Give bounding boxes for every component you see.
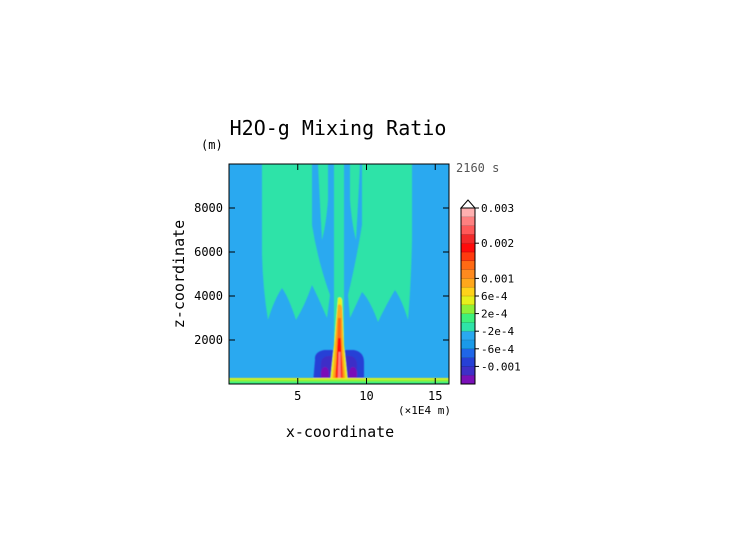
colorbar-tick-label: 0.001 — [481, 272, 514, 285]
x-tick-label: 15 — [428, 389, 442, 403]
y-tick-label: 2000 — [194, 333, 223, 347]
colorbar-level — [461, 208, 475, 217]
plot-area: 5 10 15 2000 4000 6000 8000 — [194, 163, 450, 403]
colorbar-level — [461, 322, 475, 332]
colorbar: 0.003 0.002 0.001 6e-4 2e-4 -2e-4 -6e-4 -0.001 — [459, 199, 521, 385]
colorbar-level — [461, 331, 475, 341]
colorbar-level — [461, 340, 475, 349]
colorbar-tick-label: 0.002 — [481, 237, 514, 250]
contour-band-2e-4-right — [348, 164, 412, 322]
colorbar-level — [461, 225, 475, 235]
y-axis: 2000 4000 6000 8000 — [194, 201, 449, 347]
x-tick-label: 5 — [294, 389, 301, 403]
y-tick-label: 4000 — [194, 289, 223, 303]
y-tick-label: 8000 — [194, 201, 223, 215]
contour-band-2e-4-left — [262, 164, 330, 320]
colorbar-tick-label: -6e-4 — [481, 343, 514, 356]
contour-band-2e-4-center-right — [350, 164, 360, 240]
contour-band-surface-0 — [229, 381, 449, 384]
colorbar-level — [461, 243, 475, 253]
colorbar-overflow-triangle — [459, 199, 477, 209]
colorbar-level — [461, 366, 475, 376]
colorbar-level — [461, 296, 475, 305]
colorbar-level — [461, 269, 475, 279]
contour-band-2e-4-center-left — [318, 164, 328, 240]
colorbar-level — [461, 357, 475, 367]
colorbar-level — [461, 304, 475, 314]
colorbar-level — [461, 252, 475, 261]
colorbar-tick-label: 0.003 — [481, 202, 514, 215]
y-axis-title: z-coordinate — [170, 220, 188, 328]
x-tick-label: 10 — [359, 389, 373, 403]
y-tick-label: 6000 — [194, 245, 223, 259]
contour-field — [229, 164, 449, 384]
time-label: 2160 s — [456, 161, 499, 175]
colorbar-tick-label: -2e-4 — [481, 325, 514, 338]
colorbar-level — [461, 260, 475, 270]
colorbar-level — [461, 348, 475, 358]
colorbar-tick-label: 2e-4 — [481, 308, 508, 321]
colorbar-level — [461, 375, 475, 385]
colorbar-level — [461, 234, 475, 244]
plot-frame — [228, 163, 450, 385]
colorbar-tick-label: 6e-4 — [481, 290, 508, 303]
x-axis: 5 10 15 — [294, 164, 442, 403]
colorbar-level — [461, 216, 475, 226]
colorbar-level — [461, 278, 475, 288]
contour-band-0.0026 — [337, 352, 341, 383]
y-unit-label: (m) — [201, 138, 223, 152]
contour-band-min-left — [321, 367, 329, 381]
contour-band-min-right — [349, 367, 357, 381]
x-unit-label: (×1E4 m) — [398, 404, 451, 417]
colorbar-level — [461, 287, 475, 297]
colorbar-level — [461, 313, 475, 323]
chart-title: H2O-g Mixing Ratio — [230, 116, 447, 140]
x-axis-title: x-coordinate — [286, 423, 394, 441]
colorbar-tick-label: -0.001 — [481, 360, 521, 373]
